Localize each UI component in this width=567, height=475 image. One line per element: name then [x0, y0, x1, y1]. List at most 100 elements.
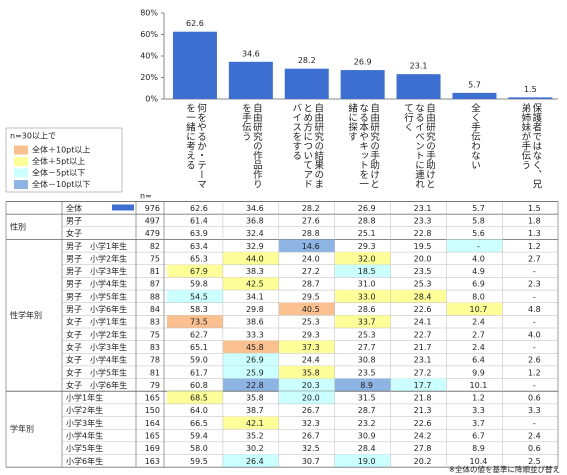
row-label: 女子 小学3年生	[66, 342, 127, 352]
cell: 17.7	[414, 381, 432, 390]
group-label: 性学年別	[10, 310, 42, 320]
cell: 22.6	[414, 305, 432, 314]
cell-shade	[390, 378, 447, 392]
cell: 37.3	[302, 343, 320, 352]
cell: 35.8	[302, 368, 320, 377]
cell: 2.4	[472, 318, 485, 327]
cell: 26.4	[246, 457, 264, 466]
cell: 23.1	[414, 204, 432, 213]
cell: 27.7	[358, 343, 376, 352]
cell: 35.8	[246, 394, 264, 403]
cell: -	[477, 242, 480, 251]
row-label: 小学2年生	[66, 405, 103, 415]
legend-swatch	[14, 180, 28, 189]
cell: 28.4	[358, 444, 376, 453]
cell: 20.3	[302, 381, 320, 390]
category-label: 自由研究の作品作りを手伝う	[239, 103, 262, 189]
cell: 38.6	[246, 318, 264, 327]
cell: 2.5	[528, 457, 541, 466]
cell: 59.8	[190, 280, 208, 289]
cell: 28.4	[414, 292, 432, 301]
cell: 58.0	[190, 444, 208, 453]
cell: 10.7	[470, 305, 488, 314]
n-label: n=	[140, 192, 152, 201]
cell: 25.3	[414, 280, 432, 289]
cell: 1.2	[472, 394, 485, 403]
row-label: 女子	[66, 228, 82, 238]
category-label-box: 自由研究の手助けとなる本やキットを一緒に探す	[336, 103, 390, 195]
cell-shade	[334, 378, 391, 392]
cell: 35.2	[246, 432, 264, 441]
category-label-box: 全く手伝わない	[447, 103, 501, 195]
footnote: ※全体の値を基準に降順並び替え	[449, 464, 560, 474]
cell: 1.3	[528, 229, 541, 238]
cell: 29.3	[358, 242, 376, 251]
row-n: 165	[145, 394, 160, 403]
row-n: 497	[145, 216, 160, 225]
row-label: 男子 小学4年生	[66, 279, 127, 289]
cell: 59.4	[190, 432, 208, 441]
value-label: 26.9	[354, 58, 372, 67]
bar	[228, 61, 273, 99]
cell-shade	[222, 365, 279, 379]
cell: 31.5	[358, 394, 376, 403]
cell: -	[533, 343, 536, 352]
row-n: 79	[150, 381, 160, 390]
cell: 6.9	[472, 280, 485, 289]
row-n: 163	[145, 457, 160, 466]
cell: 30.9	[358, 432, 376, 441]
value-label: 62.6	[186, 19, 204, 28]
cell: 29.5	[302, 292, 320, 301]
cell: 26.7	[302, 432, 320, 441]
cell: 4.8	[528, 305, 541, 314]
cell: 25.1	[358, 229, 376, 238]
y-tick-label: 60%	[140, 30, 158, 39]
category-label: 保護者ではなく、兄弟姉妹が手伝う	[519, 103, 542, 189]
cell: 26.7	[302, 406, 320, 415]
cell: 59.0	[190, 356, 208, 365]
cell: 23.5	[414, 267, 432, 276]
legend-label: 全体＋5pt以上	[32, 156, 85, 166]
cell: 4.0	[472, 254, 485, 263]
row-label: 女子 小学5年生	[66, 367, 127, 377]
cell: 20.0	[302, 394, 320, 403]
cell: 23.1	[414, 356, 432, 365]
cell: 0.6	[528, 394, 541, 403]
cell: 5.7	[472, 204, 485, 213]
cell: 8.0	[472, 292, 485, 301]
row-n: 81	[150, 267, 160, 276]
cell: 63.4	[190, 242, 208, 251]
cell: 6.7	[472, 432, 485, 441]
cell: 28.8	[302, 229, 320, 238]
cell: 45.8	[246, 343, 264, 352]
cell: 26.9	[358, 204, 376, 213]
row-n: 84	[150, 305, 160, 314]
cell: 4.0	[528, 330, 541, 339]
cell: 22.8	[414, 229, 432, 238]
cell: 2.7	[472, 330, 485, 339]
cell-shade	[167, 391, 223, 404]
cell-shade	[334, 264, 391, 278]
legend-title: n=30以上で	[10, 132, 56, 141]
row-label: 女子 小学6年生	[66, 380, 127, 390]
cell: -	[533, 267, 536, 276]
row-n: 479	[145, 229, 160, 238]
cell: 40.5	[302, 305, 320, 314]
cell: 19.5	[414, 242, 432, 251]
y-tick-label: 80%	[140, 9, 158, 18]
row-label: 女子 小学2年生	[66, 329, 127, 339]
cell: 38.3	[246, 267, 264, 276]
cell: -	[533, 419, 536, 428]
cell: 23.3	[414, 216, 432, 225]
cell-shade	[334, 315, 391, 328]
cell: 25.3	[358, 330, 376, 339]
cell: 32.3	[302, 419, 320, 428]
cell: 28.8	[358, 216, 376, 225]
category-label: 何をやるか・テーマを一緒に考える	[183, 103, 206, 189]
cell-shade	[278, 302, 335, 316]
cell: 2.6	[528, 356, 541, 365]
row-label: 小学5年生	[66, 443, 103, 453]
cell: 2.7	[528, 254, 541, 263]
